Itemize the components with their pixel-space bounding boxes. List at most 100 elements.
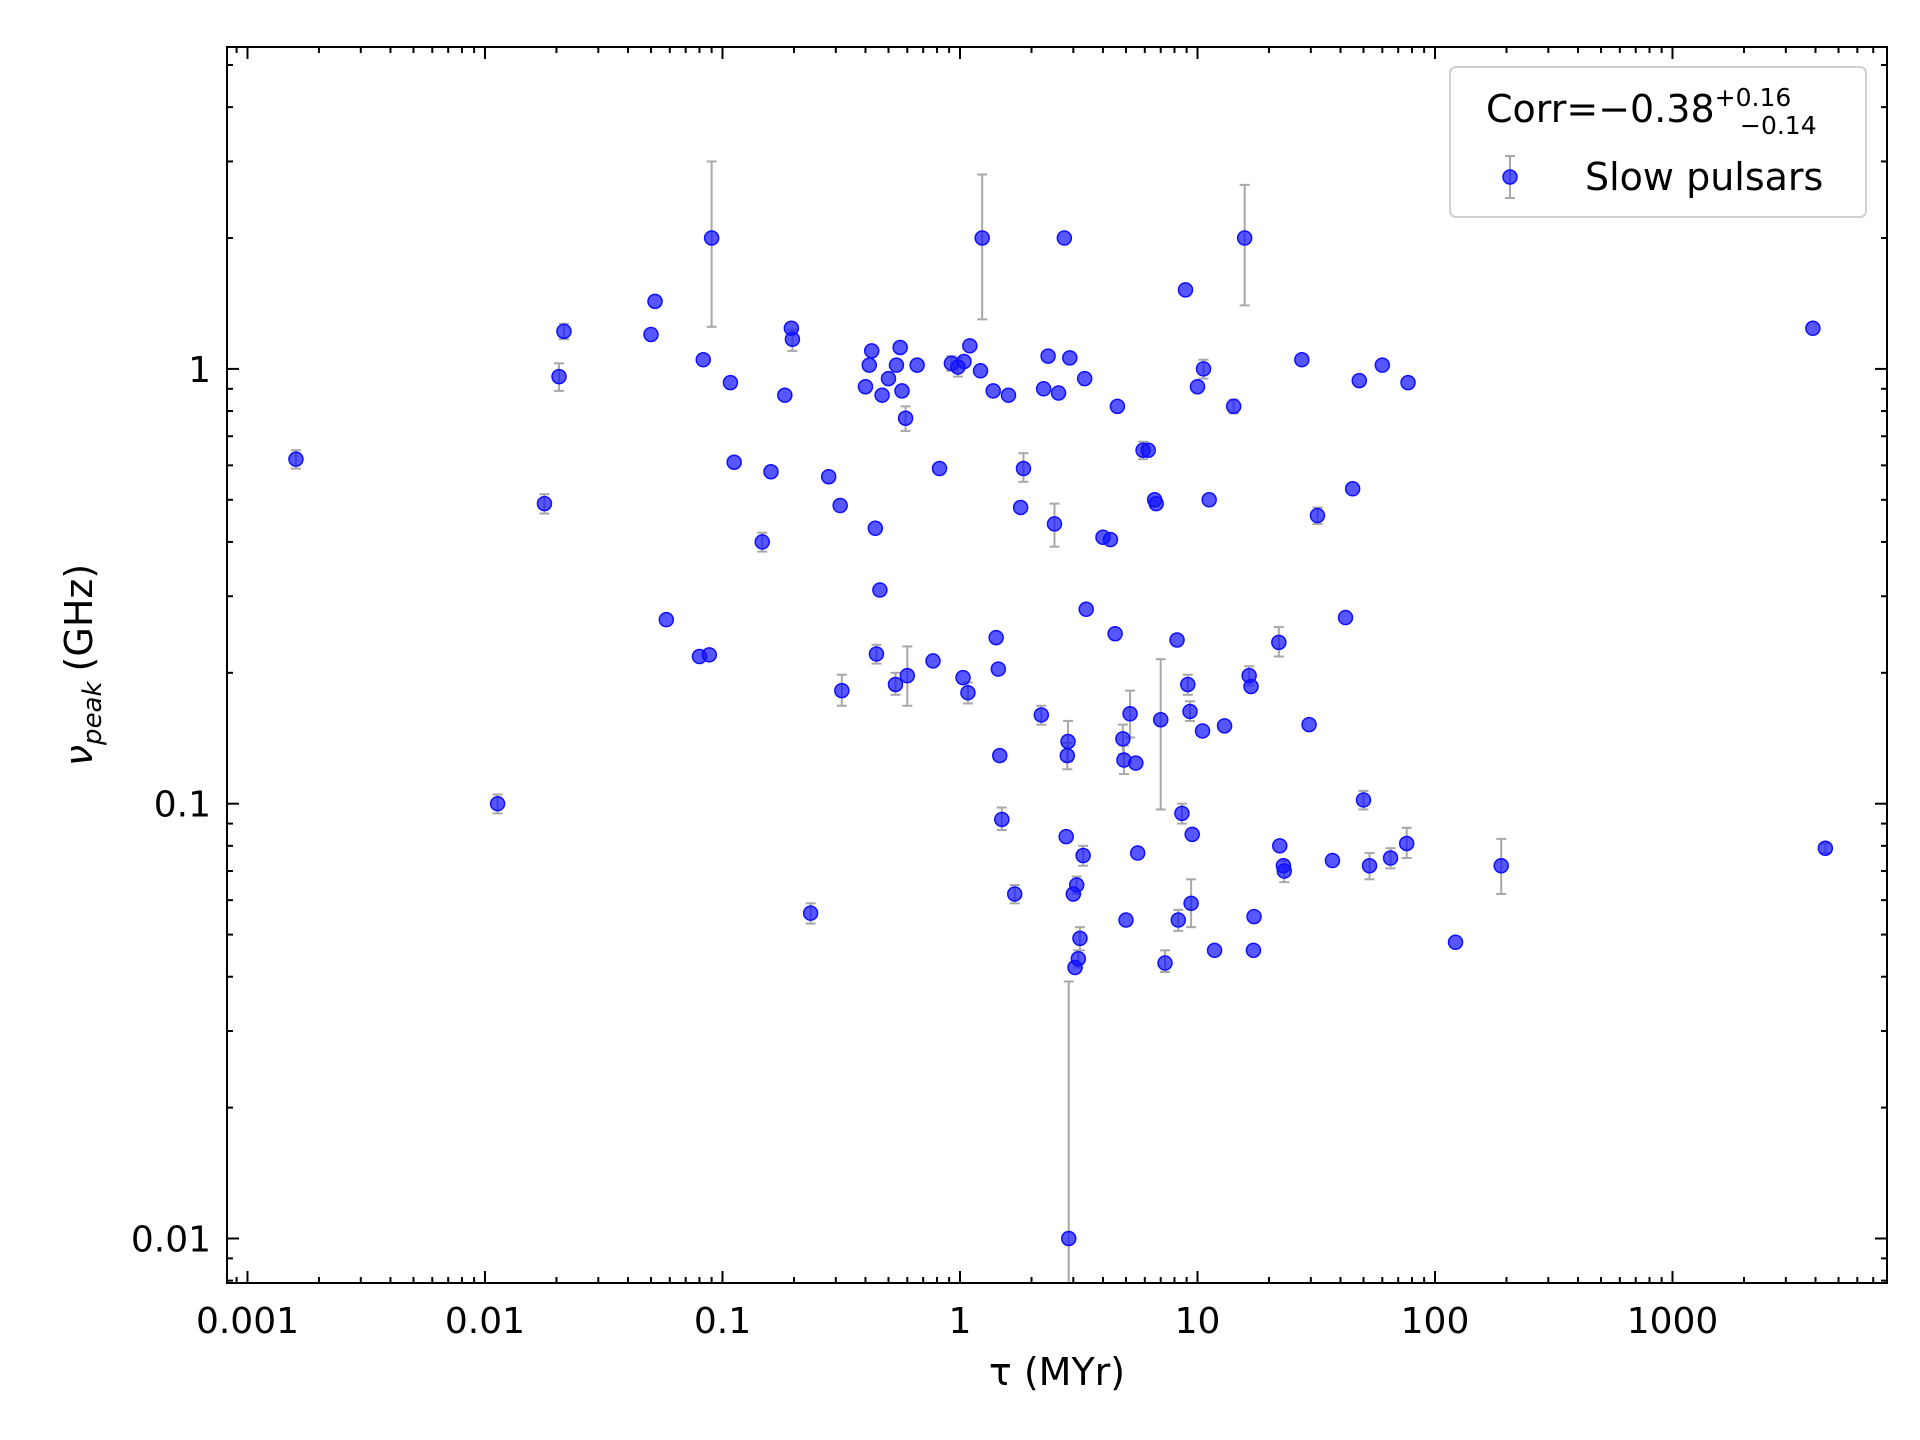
- data-point: [1068, 877, 1085, 893]
- data-point: [1309, 507, 1326, 524]
- data-point: [1271, 634, 1287, 651]
- data-point: [551, 368, 567, 385]
- legend-marker-icon: [1502, 169, 1518, 185]
- data-point: [536, 495, 553, 512]
- data-point: [857, 378, 874, 395]
- data-point: [1170, 912, 1187, 928]
- legend-corr-lower: −0.14: [1740, 111, 1817, 140]
- data-point: [1177, 282, 1194, 298]
- data-point: [722, 374, 739, 391]
- data-point: [1115, 731, 1131, 747]
- x-tick-label: 0.1: [694, 1301, 751, 1342]
- data-point: [956, 353, 972, 370]
- data-point: [1400, 374, 1416, 391]
- data-point: [763, 464, 779, 480]
- data-point: [1102, 531, 1119, 548]
- data-point: [1056, 230, 1073, 246]
- data-point: [1107, 625, 1123, 642]
- data-point: [1148, 495, 1164, 512]
- data-point: [1194, 723, 1211, 739]
- data-point: [1243, 678, 1259, 695]
- data-point: [1180, 676, 1196, 693]
- data-point: [832, 497, 848, 514]
- data-point: [888, 357, 905, 373]
- data-point: [955, 669, 971, 686]
- data-point: [1062, 350, 1078, 366]
- data-point: [1184, 826, 1200, 843]
- data-point: [1236, 230, 1253, 246]
- x-tick-label: 0.001: [196, 1301, 299, 1342]
- data-point: [643, 326, 659, 343]
- data-point: [1355, 792, 1372, 808]
- data-point: [1035, 381, 1052, 397]
- data-point: [1040, 348, 1056, 364]
- data-point: [1344, 481, 1361, 497]
- data-point: [909, 357, 925, 373]
- data-point: [1276, 863, 1293, 879]
- data-point: [931, 460, 948, 477]
- data-point: [1015, 460, 1032, 477]
- data-point: [658, 611, 675, 628]
- data-point: [1059, 747, 1076, 764]
- data-point: [1174, 805, 1190, 822]
- data-point: [288, 451, 304, 467]
- data-point: [1195, 361, 1212, 377]
- data-point: [1140, 442, 1156, 458]
- data-point: [887, 676, 904, 693]
- data-point: [1324, 852, 1341, 869]
- plot-frame: [226, 46, 1888, 1284]
- data-point: [1351, 372, 1368, 389]
- data-point: [1216, 718, 1233, 734]
- data-point: [1245, 942, 1262, 959]
- data-point: [1337, 609, 1354, 626]
- data-point: [1060, 1230, 1077, 1247]
- data-point: [1157, 955, 1173, 971]
- data-point: [960, 684, 976, 701]
- data-point: [892, 339, 908, 356]
- data-point: [991, 747, 1008, 764]
- legend: Corr=−0.38+0.16 −0.14 Slow pulsars: [1449, 66, 1867, 218]
- data-point: [974, 230, 990, 246]
- y-axis-label-subscript: peak: [78, 681, 108, 746]
- data-point: [1000, 387, 1017, 403]
- y-axis-label: νpeak (GHz): [57, 564, 108, 766]
- data-point: [861, 357, 878, 373]
- data-point: [1182, 703, 1198, 720]
- legend-corr-value: Corr=−0.38: [1486, 87, 1715, 131]
- data-point: [1398, 835, 1415, 852]
- data-point: [1301, 716, 1317, 733]
- data-point: [1078, 601, 1094, 618]
- data-point: [880, 370, 897, 387]
- data-point: [1012, 499, 1029, 516]
- data-point: [834, 682, 850, 699]
- data-point: [802, 905, 819, 921]
- points-layer: [288, 230, 1834, 1247]
- data-point: [1070, 950, 1087, 967]
- data-point: [1006, 886, 1023, 902]
- x-tick-label: 0.01: [445, 1301, 525, 1342]
- data-point: [872, 582, 888, 598]
- data-point: [1272, 838, 1288, 854]
- data-point: [985, 383, 1001, 399]
- legend-box: [1449, 66, 1867, 218]
- x-axis-label: τ (MYr): [989, 1350, 1125, 1394]
- data-point: [784, 331, 801, 348]
- data-point: [994, 811, 1010, 828]
- data-point: [1122, 706, 1138, 722]
- data-point: [1382, 850, 1399, 866]
- y-tick-label: 0.01: [131, 1219, 211, 1260]
- data-point: [1169, 632, 1185, 648]
- x-tick-label: 100: [1401, 1301, 1470, 1342]
- data-point: [1072, 930, 1088, 947]
- data-point: [1805, 320, 1821, 337]
- x-tick-label: 1: [949, 1301, 972, 1342]
- data-point: [695, 351, 712, 368]
- data-point: [1361, 857, 1378, 874]
- data-point: [703, 230, 720, 246]
- data-point: [1817, 840, 1834, 856]
- data-point: [647, 293, 663, 310]
- data-point: [726, 454, 742, 470]
- data-point: [867, 520, 884, 537]
- data-point: [1046, 516, 1063, 532]
